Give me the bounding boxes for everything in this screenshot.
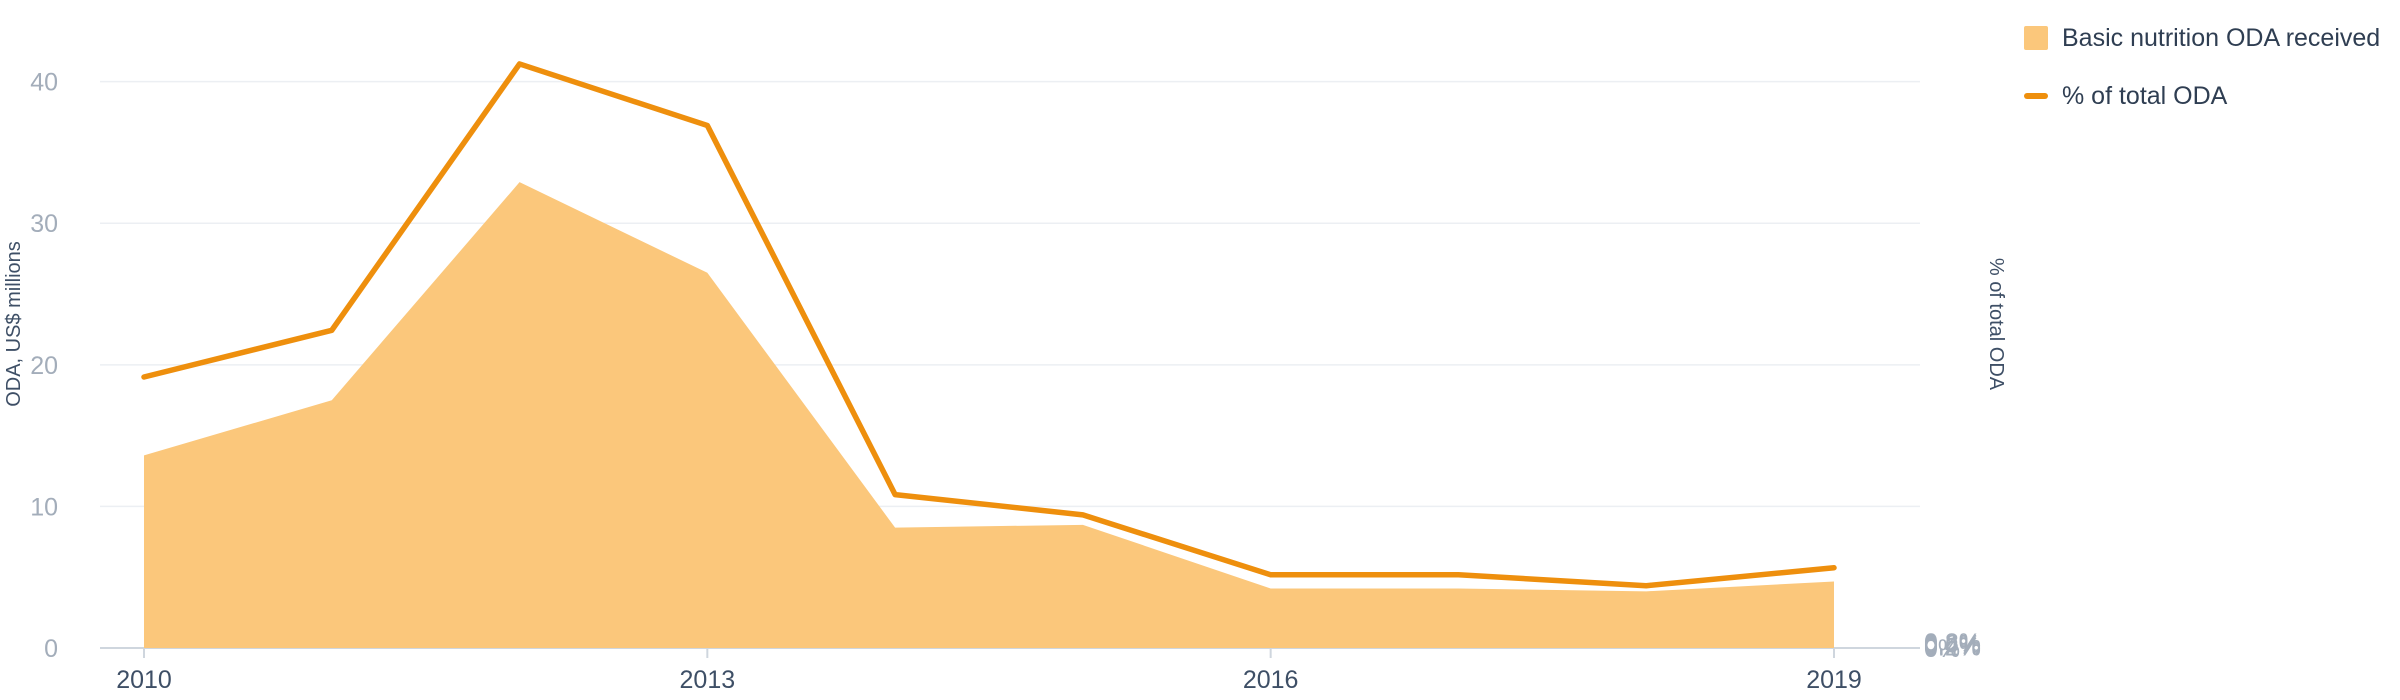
line-series-pct-total-oda[interactable] [141, 61, 1837, 589]
legend-area-swatch [2024, 26, 2048, 50]
right-axis-ticks: 0%0.2%0.4%0.6%0.8% [1924, 629, 1981, 663]
line-layer [141, 61, 1837, 589]
y-tick-label: 10 [30, 493, 58, 521]
x-tick-label: 2019 [1806, 666, 1862, 694]
x-tick-label: 2010 [116, 666, 172, 694]
y2-tick-label: 0.4% [1924, 632, 1981, 660]
y-tick-label: 40 [30, 69, 58, 97]
right-axis-title: % of total ODA [1985, 258, 2007, 391]
left-axis-title: ODA, US$ millions [3, 241, 25, 407]
area-series-basic-nutrition[interactable] [144, 182, 1834, 649]
y-tick-label: 30 [30, 210, 58, 238]
x-tick-label: 2016 [1243, 666, 1299, 694]
area-layer [144, 182, 1834, 649]
legend-line-label: % of total ODA [2062, 81, 2228, 110]
y-tick-label: 0 [44, 635, 58, 663]
y-tick-label: 20 [30, 352, 58, 380]
y2-tick-label: 0% [1924, 635, 1960, 663]
left-axis-ticks: 0 10 20 30 40 [30, 69, 58, 663]
x-tick-label: 2013 [680, 666, 736, 694]
y2-tick-label: 0.6% [1924, 630, 1981, 658]
legend-item-line[interactable]: % of total ODA [2024, 76, 2380, 116]
y2-tick-label: 0.8% [1924, 629, 1981, 657]
x-axis-ticks: 2010 2013 2016 2019 [116, 648, 1862, 694]
legend-area-label: Basic nutrition ODA received [2062, 23, 2381, 52]
legend: Basic nutrition ODA received % of total … [2024, 18, 2380, 134]
legend-item-area[interactable]: Basic nutrition ODA received [2024, 18, 2380, 58]
y2-tick-label: 0.2% [1924, 633, 1981, 661]
legend-line-swatch [2024, 93, 2048, 99]
